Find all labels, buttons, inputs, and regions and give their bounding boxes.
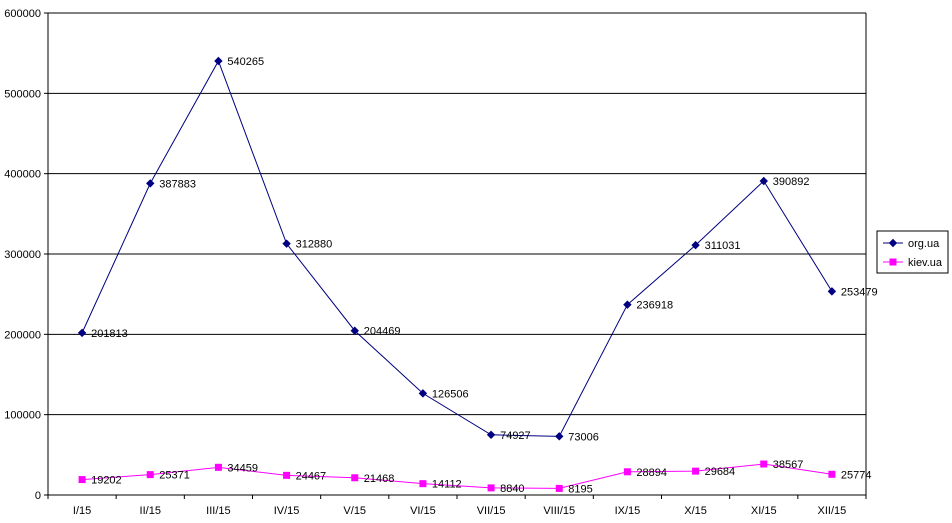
- data-point-marker: [282, 239, 291, 248]
- legend: org.ua kiev.ua: [876, 230, 949, 274]
- data-point-marker: [146, 471, 154, 479]
- legend-label: org.ua: [908, 238, 940, 250]
- data-label: 312880: [296, 239, 333, 251]
- data-label: 540265: [227, 56, 264, 68]
- y-tick-label: 300000: [4, 249, 41, 261]
- data-label: 73006: [568, 431, 599, 443]
- y-tick-label: 100000: [4, 410, 41, 422]
- data-point-marker: [351, 474, 359, 482]
- x-tick-label: II/15: [140, 505, 161, 517]
- data-label: 25774: [841, 469, 872, 481]
- series-layer: 201813 387883 540265 312880 204469 126506 7492…: [77, 56, 878, 495]
- x-tick-label: XII/15: [818, 505, 847, 517]
- data-label: 204469: [364, 326, 401, 338]
- series-line: [81, 59, 833, 437]
- x-tick-label: IV/15: [274, 505, 300, 517]
- data-label: 28894: [636, 467, 667, 479]
- data-point-marker: [214, 463, 222, 471]
- y-tick-label: 500000: [4, 88, 41, 100]
- data-label: 29684: [705, 466, 736, 478]
- data-label: 253479: [841, 286, 878, 298]
- data-point-marker: [555, 432, 564, 441]
- data-point-marker: [283, 471, 291, 479]
- data-label: 34459: [227, 462, 258, 474]
- data-label: 201813: [91, 328, 128, 340]
- data-label: 387883: [159, 178, 196, 190]
- data-point-marker: [77, 328, 87, 338]
- data-label: 390892: [773, 176, 810, 188]
- data-label: 126506: [432, 388, 469, 400]
- data-label: 14112: [432, 479, 462, 491]
- x-tick-label: III/15: [206, 505, 230, 517]
- x-axis: I/15 II/15 III/15 IV/15 V/15 VI/15 VII/15 VIII/…: [47, 494, 867, 517]
- data-point-marker: [78, 476, 86, 484]
- legend-marker: [889, 258, 897, 266]
- data-point-marker: [214, 56, 223, 66]
- data-label: 74927: [500, 430, 531, 442]
- data-label: 311031: [705, 240, 741, 252]
- data-point-marker: [487, 484, 495, 492]
- x-tick-label: VIII/15: [543, 505, 575, 517]
- data-label: 21468: [364, 473, 395, 485]
- data-label: 24467: [296, 470, 327, 482]
- y-axis: 0 100000 200000 300000 400000 500000 600000: [4, 8, 49, 502]
- legend-item: org.ua: [883, 238, 940, 250]
- data-label: 236918: [636, 300, 673, 312]
- legend-marker: [888, 238, 898, 248]
- data-point-marker: [828, 470, 836, 478]
- data-label: 8840: [500, 483, 524, 495]
- plot-area: [48, 12, 867, 496]
- data-label: 8195: [568, 483, 592, 495]
- x-tick-label: X/15: [684, 505, 707, 517]
- x-tick-label: IX/15: [615, 505, 641, 517]
- data-point-marker: [486, 430, 496, 440]
- data-label: 19202: [91, 475, 122, 487]
- x-tick-label: VII/15: [477, 505, 506, 517]
- legend-item: kiev.ua: [883, 257, 943, 269]
- y-tick-label: 400000: [4, 169, 41, 181]
- series-kiev-ua: 19202 25371 34459 24467 21468 14112 8840 8195 28…: [78, 459, 872, 495]
- data-point-marker: [760, 460, 768, 468]
- x-tick-label: I/15: [73, 505, 91, 517]
- x-tick-label: XI/15: [751, 505, 777, 517]
- data-point-marker: [146, 179, 155, 188]
- data-point-marker: [691, 240, 700, 250]
- data-point-marker: [827, 287, 837, 296]
- data-point-marker: [418, 389, 428, 398]
- series-line: [82, 463, 832, 489]
- y-tick-label: 0: [35, 490, 41, 502]
- x-tick-label: VI/15: [410, 505, 436, 517]
- data-label: 38567: [773, 459, 804, 471]
- data-point-marker: [623, 468, 631, 476]
- legend-label: kiev.ua: [908, 257, 943, 269]
- y-tick-label: 200000: [4, 329, 41, 341]
- data-point-marker: [759, 176, 768, 186]
- data-point-marker: [419, 480, 427, 488]
- data-point-marker: [350, 326, 359, 335]
- x-tick-label: V/15: [343, 505, 366, 517]
- legend-box: [876, 230, 949, 274]
- data-point-marker: [692, 467, 700, 475]
- data-point-marker: [555, 484, 563, 492]
- y-tick-label: 600000: [4, 8, 41, 20]
- data-label: 25371: [159, 470, 190, 482]
- series-org-ua: 201813 387883 540265 312880 204469 126506 7492…: [77, 56, 878, 443]
- data-point-marker: [623, 300, 632, 309]
